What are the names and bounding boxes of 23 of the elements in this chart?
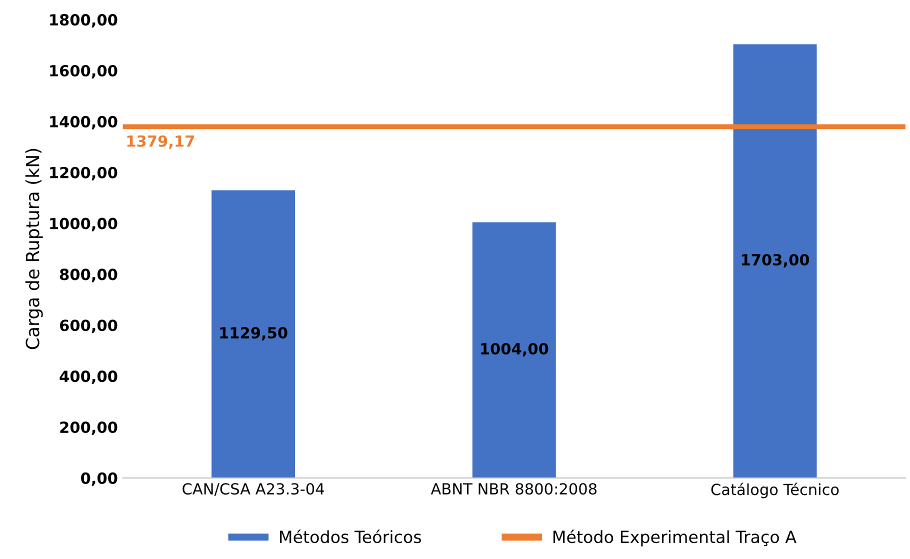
x-tick-label: Catálogo Técnico: [711, 482, 839, 498]
y-tick-label: 0,00: [81, 472, 118, 486]
legend-label: Métodos Teóricos: [280, 530, 422, 544]
y-tick-label: 1400,00: [50, 116, 118, 130]
data-label: 1129,50: [220, 327, 288, 341]
y-tick-label: 1200,00: [50, 166, 118, 180]
x-tick-label: ABNT NBR 8800:2008: [430, 483, 597, 495]
y-tick-label: 800,00: [60, 268, 118, 282]
y-tick-label: 400,00: [60, 370, 118, 384]
y-tick-label: 1800,00: [50, 14, 118, 28]
legend-label: Método Experimental Traço A: [553, 530, 796, 546]
y-tick-label: 200,00: [60, 421, 118, 435]
y-tick-label: 1000,00: [50, 218, 118, 232]
bar: [212, 190, 296, 478]
y-tick-label: 1600,00: [50, 64, 118, 78]
x-tick-label: CAN/CSA A23.3-04: [182, 483, 324, 496]
bar: [472, 222, 556, 478]
data-label: 1004,00: [481, 342, 548, 356]
bar: [733, 44, 817, 478]
y-axis-title: Carga de Ruptura (kN): [25, 148, 43, 350]
data-label: 1703,00: [742, 254, 810, 268]
annotation: 1379,17: [127, 135, 194, 149]
y-tick-label: 600,00: [60, 320, 118, 334]
